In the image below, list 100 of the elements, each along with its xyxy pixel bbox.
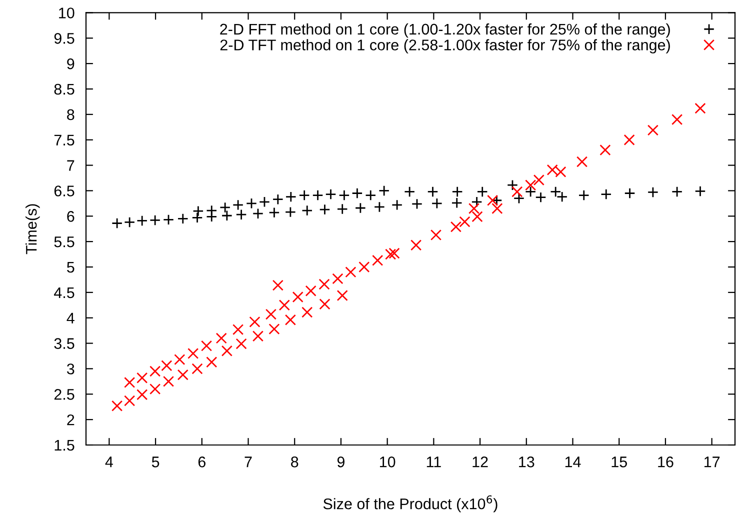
point (525, 180, 536, 191)
point (236, 338, 247, 350)
point (471, 196, 482, 208)
point (177, 213, 188, 224)
point (431, 198, 442, 209)
point (252, 208, 264, 220)
point (374, 201, 385, 213)
x-tick-label: 9 (337, 456, 344, 468)
y-tick-label: 3 (66, 364, 74, 374)
point (292, 291, 304, 303)
point (492, 202, 503, 214)
point (476, 186, 488, 198)
point (450, 221, 462, 232)
point (124, 216, 136, 228)
point (336, 203, 348, 215)
point (525, 186, 536, 198)
point (312, 190, 324, 201)
point (174, 354, 186, 366)
point (221, 345, 232, 356)
point (336, 290, 348, 302)
point (161, 360, 172, 372)
point (647, 186, 659, 198)
point (216, 332, 227, 344)
y-tick-label: 2.5 (54, 389, 74, 400)
point (388, 248, 400, 259)
x-tick-label: 8 (291, 456, 298, 468)
y-tick-label: 10 (59, 8, 74, 18)
x-tick-label: 13 (519, 456, 534, 468)
x-tick-label: 5 (152, 456, 160, 468)
point (249, 316, 260, 328)
x-tick-label: 14 (565, 456, 581, 468)
point (136, 389, 148, 400)
point (112, 400, 123, 412)
y-tick-label: 7 (67, 160, 74, 171)
x-axis-title: Size of the Product (x10$^{6}$) (323, 495, 498, 512)
point (672, 114, 683, 126)
point (533, 174, 544, 186)
point (556, 191, 568, 202)
point (177, 369, 188, 380)
y-tick-label: 1.5 (54, 440, 74, 451)
point (284, 206, 296, 218)
point (576, 156, 588, 168)
point (512, 186, 523, 198)
point (220, 202, 231, 214)
y-tick-label: 9 (67, 58, 74, 70)
point (124, 395, 136, 406)
point (221, 210, 232, 222)
point (278, 300, 290, 311)
x-tick-label: 7 (244, 456, 252, 468)
point (136, 372, 148, 384)
y-tick-label: 7.5 (54, 134, 74, 146)
point (305, 285, 316, 296)
point (550, 186, 562, 198)
y-tick-label: 8 (67, 109, 74, 120)
x-tick-label: 16 (658, 456, 674, 468)
point (319, 204, 330, 216)
y-tick-label: 9.5 (54, 32, 74, 44)
point (124, 376, 136, 388)
point (200, 340, 212, 352)
x-tick-label: 11 (426, 456, 441, 468)
point (452, 186, 463, 198)
point (404, 186, 416, 198)
point (319, 298, 330, 310)
point (332, 273, 344, 284)
point (647, 124, 659, 136)
point (136, 215, 148, 226)
point (392, 199, 403, 210)
point (162, 214, 174, 226)
point (345, 266, 356, 278)
y-tick-label: 5 (67, 262, 74, 273)
point (694, 186, 706, 197)
point (365, 190, 376, 201)
point (486, 194, 498, 206)
point (506, 180, 518, 191)
point (302, 204, 313, 216)
point (236, 209, 247, 220)
point (430, 229, 442, 241)
point (600, 188, 612, 200)
point (513, 192, 525, 204)
point (192, 205, 204, 217)
point (410, 240, 422, 251)
point (150, 214, 161, 226)
x-tick-label: 15 (612, 456, 627, 468)
y-tick-label: 3.5 (54, 338, 74, 349)
point (338, 190, 350, 201)
point (372, 254, 384, 266)
point (272, 280, 284, 291)
y-tick-label: 4.5 (54, 287, 74, 298)
point (302, 306, 313, 318)
point (298, 190, 310, 201)
point (112, 218, 123, 229)
point (150, 384, 161, 395)
point (188, 348, 199, 360)
point (268, 207, 280, 218)
legend-label: 2-D FFT method on 1 core (1.00-1.20x faster for 25% of the range) (220, 23, 670, 38)
point (265, 308, 277, 320)
point (272, 194, 284, 205)
point (600, 144, 611, 156)
y-tick-label: 4 (66, 312, 74, 324)
point (535, 192, 546, 203)
